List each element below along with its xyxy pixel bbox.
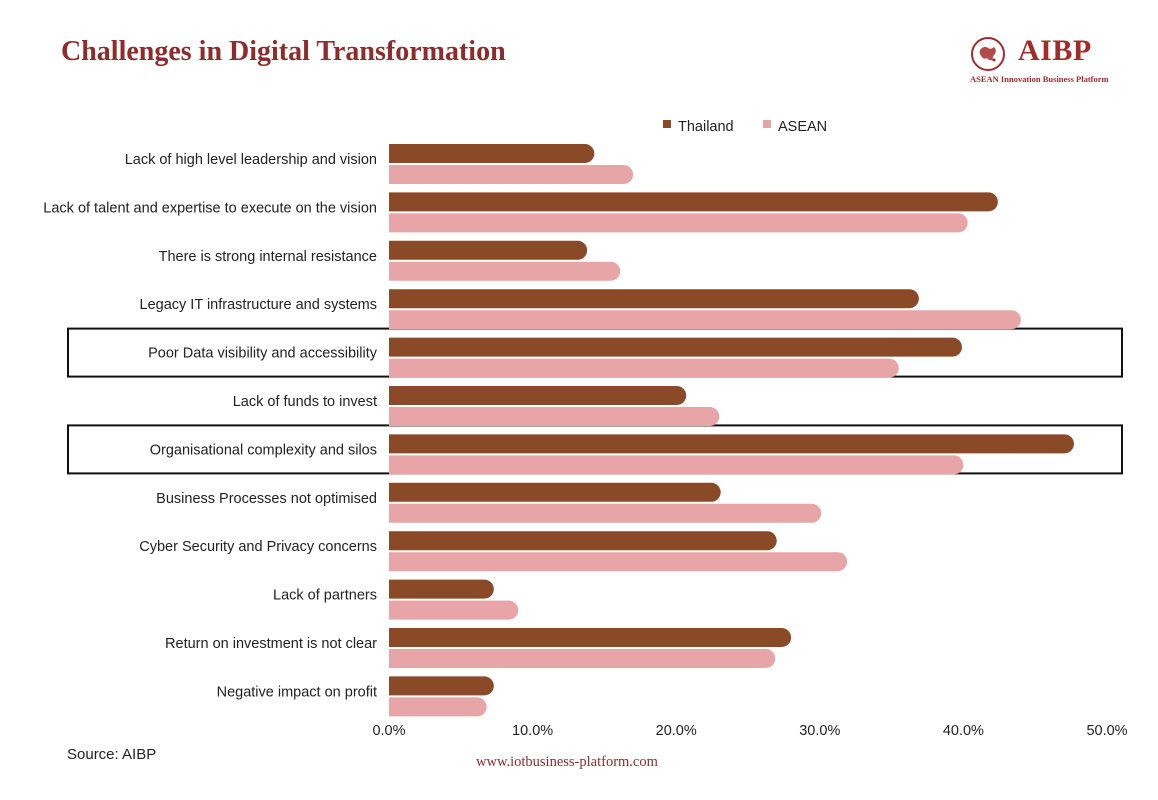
logo-tagline: ASEAN Innovation Business Platform: [970, 74, 1109, 84]
bar-asean: [389, 552, 848, 572]
category-label: Lack of funds to invest: [233, 394, 377, 410]
bar-thailand: [389, 240, 588, 260]
category-label: Legacy IT infrastructure and systems: [140, 297, 377, 313]
footer-url: www.iotbusiness-platform.com: [476, 754, 658, 770]
logo-wordmark: AIBP: [1018, 34, 1092, 67]
bar-thailand: [389, 144, 595, 163]
bar-thailand: [389, 192, 998, 212]
bar-thailand: [389, 337, 962, 357]
category-label: Lack of high level leadership and vision: [125, 152, 377, 168]
bar-thailand: [389, 579, 494, 599]
x-tick-label: 40.0%: [943, 723, 984, 739]
bar-asean: [389, 503, 822, 523]
x-tick-label: 0.0%: [372, 723, 405, 739]
category-label: Organisational complexity and silos: [150, 442, 377, 458]
bar-asean: [389, 697, 487, 717]
legend-swatch-thailand: [663, 120, 671, 128]
x-tick-label: 30.0%: [799, 723, 840, 739]
category-label: There is strong internal resistance: [159, 249, 377, 265]
page-title: Challenges in Digital Transformation: [61, 36, 506, 67]
category-label: Lack of partners: [273, 588, 377, 604]
x-tick-label: 20.0%: [656, 723, 697, 739]
x-tick-label: 10.0%: [512, 723, 553, 739]
category-label: Cyber Security and Privacy concerns: [139, 539, 377, 555]
map-seal-icon: [971, 37, 1005, 71]
bar-thailand: [389, 531, 777, 551]
bar-asean: [389, 455, 964, 475]
legend-label-thailand: Thailand: [678, 119, 734, 135]
bar-thailand: [389, 676, 494, 696]
bar-asean: [389, 310, 1021, 330]
aibp-logo: AIBP ASEAN Innovation Business Platform: [968, 34, 1118, 90]
bar-thailand: [389, 434, 1074, 454]
bar-asean: [389, 649, 776, 668]
bar-asean: [389, 600, 519, 620]
bar-thailand: [389, 386, 687, 405]
category-label: Business Processes not optimised: [156, 491, 377, 507]
x-tick-label: 50.0%: [1086, 723, 1127, 739]
bar-asean: [389, 165, 634, 184]
category-label: Return on investment is not clear: [165, 636, 377, 652]
bar-asean: [389, 213, 968, 233]
bar-asean: [389, 358, 899, 378]
legend-label-asean: ASEAN: [778, 119, 827, 135]
bar-thailand: [389, 628, 792, 647]
bar-thailand: [389, 482, 721, 502]
bar-asean: [389, 407, 720, 426]
category-label: Poor Data visibility and accessibility: [148, 346, 378, 362]
bar-thailand: [389, 289, 919, 309]
bar-asean: [389, 261, 621, 281]
category-label: Negative impact on profit: [217, 684, 377, 700]
category-label: Lack of talent and expertise to execute …: [43, 200, 377, 216]
source-note: Source: AIBP: [67, 746, 157, 763]
legend-swatch-asean: [763, 120, 771, 128]
